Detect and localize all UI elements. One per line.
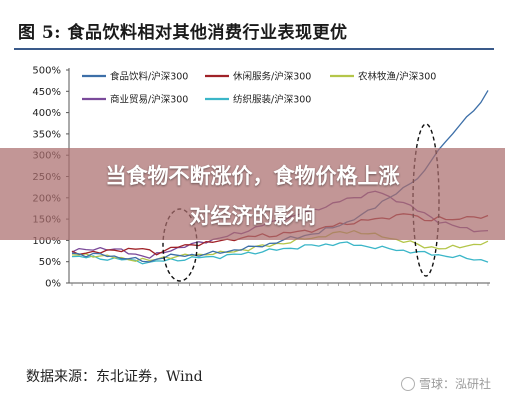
y-tick-label: 450% <box>32 87 61 98</box>
banner-headline-line1: 当食物不断涨价，食物价格上涨 <box>105 164 400 188</box>
y-tick-label: 0% <box>45 279 61 290</box>
watermark-text: 雪球：泓研社 <box>418 377 491 391</box>
y-tick-label: 400% <box>32 108 61 119</box>
legend-label-4: 纺织服装/沪深300 <box>233 94 311 106</box>
watermark: 雪球：泓研社 <box>400 375 491 392</box>
y-tick-label: 100% <box>32 236 61 247</box>
legend-label-0: 食品饮料/沪深300 <box>110 71 188 83</box>
y-tick-label: 50% <box>39 257 61 268</box>
banner-headline-line2: 对经济的影响 <box>189 204 316 228</box>
x-axis-ticks <box>71 283 489 286</box>
legend-label-3: 商业贸易/沪深300 <box>110 94 188 106</box>
legend-label-2: 农林牧渔/沪深300 <box>358 71 436 83</box>
series-line-2 <box>71 230 489 262</box>
y-tick-label: 350% <box>32 129 61 140</box>
legend: 食品饮料/沪深300 休闲服务/沪深300 农林牧渔/沪深300 商业贸易/沪深300… <box>82 71 436 106</box>
series-line-4 <box>71 241 489 265</box>
chart-title: 图 5: 食品饮料相对其他消费行业表现更优 <box>18 23 348 43</box>
snowball-logo-icon <box>400 376 415 391</box>
title-divider <box>14 48 494 50</box>
data-source-note: 数据来源：东北证券，Wind <box>26 369 203 385</box>
overlay-banner <box>0 148 505 240</box>
legend-label-1: 休闲服务/沪深300 <box>233 71 311 83</box>
y-tick-label: 500% <box>32 66 61 77</box>
